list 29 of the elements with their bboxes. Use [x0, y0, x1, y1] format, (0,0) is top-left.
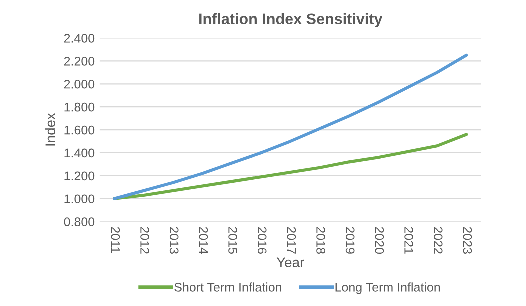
x-tick-label: 2022: [434, 227, 443, 254]
x-tick-label: 2021: [404, 227, 414, 254]
y-tick-label: 0.800: [64, 218, 95, 226]
x-tick-label: 2011: [111, 227, 120, 253]
chart-title: Inflation Index Sensitivity: [200, 13, 383, 28]
x-tick-label: 2016: [258, 227, 267, 254]
y-tick-label: 2.400: [64, 34, 95, 43]
y-axis-title: Index: [45, 113, 56, 146]
y-tick-label: 1.000: [64, 194, 95, 204]
y-tick-label: 1.400: [64, 148, 95, 158]
x-tick-label: 2014: [199, 227, 208, 254]
y-tick-label: 1.200: [64, 172, 95, 181]
x-tick-label: 2012: [140, 227, 150, 254]
x-tick-label: 2019: [346, 227, 355, 254]
x-tick-label: 2018: [316, 227, 326, 254]
x-tick-label: 2013: [170, 227, 179, 254]
line-series: [113, 133, 468, 200]
x-tick-label: 2017: [287, 227, 296, 254]
y-tick-label: 1.800: [64, 102, 95, 112]
x-tick-label: 2015: [228, 227, 238, 254]
y-tick-label: 2.200: [64, 57, 95, 66]
y-tick-label: 2.000: [64, 80, 95, 89]
line-series: [113, 54, 468, 200]
x-axis-title: Year: [276, 258, 304, 268]
legend-label: Short Term Inflation: [174, 282, 282, 292]
x-tick-label: 2020: [375, 227, 384, 254]
x-tick-label: 2023: [463, 227, 472, 254]
legend-label: Long Term Inflation: [336, 282, 440, 294]
y-tick-label: 1.600: [64, 126, 95, 135]
